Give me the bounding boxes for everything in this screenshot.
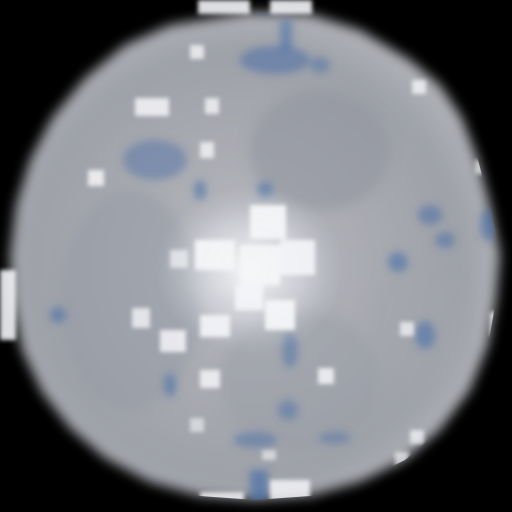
blue-patches — [50, 20, 496, 500]
edge-spots — [0, 0, 312, 340]
bright-spots — [88, 45, 500, 500]
